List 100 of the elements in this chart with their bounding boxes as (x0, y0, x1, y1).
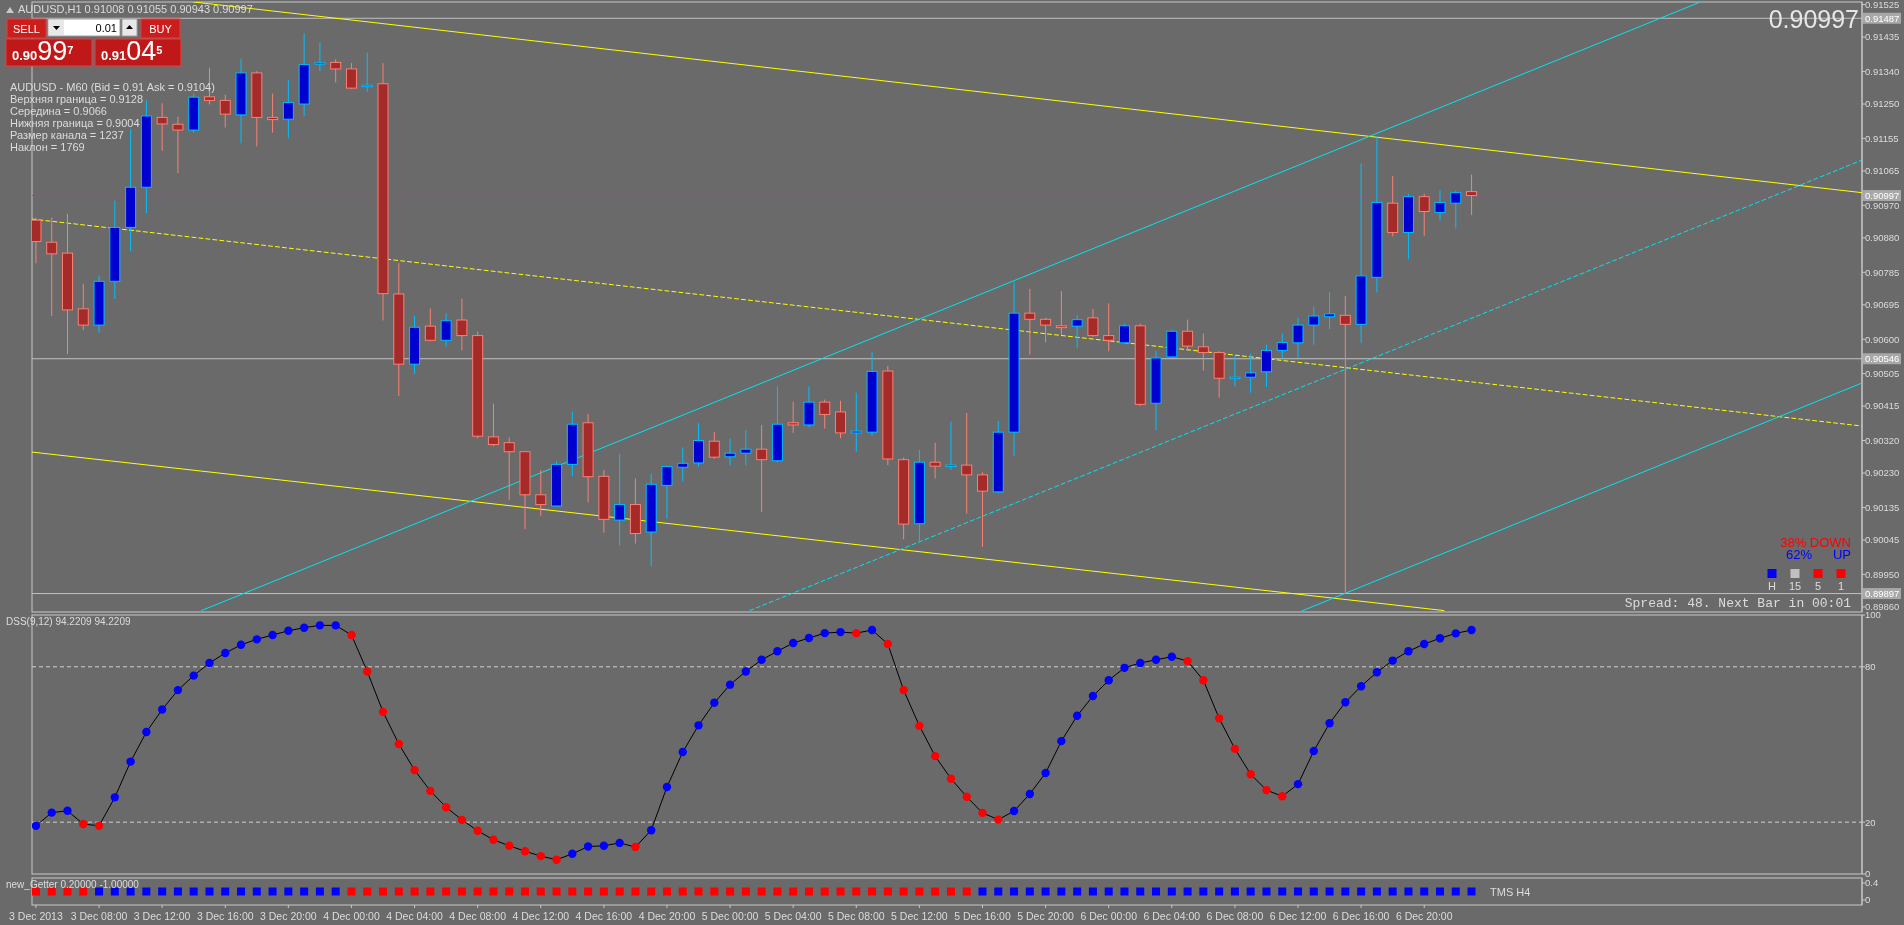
y-tick-label: 0.91435 (1865, 31, 1900, 43)
candlestick (345, 62, 357, 90)
y-tick-label: 0.90135 (1865, 501, 1900, 513)
y-tick-label: 20 (1865, 816, 1876, 828)
candlestick (1260, 344, 1272, 388)
annotation: Верхняя граница = 0.9128 (10, 93, 144, 105)
annotation: TMS H4 (1490, 885, 1531, 898)
x-tick-label: 4 Dec 12:00 (512, 910, 570, 922)
candlestick (535, 469, 547, 517)
y-tick-label: 0.90785 (1865, 266, 1900, 278)
annotation: 1 (1837, 580, 1845, 592)
candlestick (487, 403, 499, 447)
candlestick (1087, 308, 1099, 338)
x-tick-label: 3 Dec 20:00 (260, 910, 317, 922)
x-tick-label: 3 Dec 08:00 (70, 910, 128, 922)
annotation: Размер канала = 1237 (10, 129, 124, 141)
candlestick (267, 93, 279, 134)
ref-line-label: 0.91487 (1865, 12, 1900, 24)
candlestick (1229, 355, 1241, 387)
x-tick-label: 6 Dec 08:00 (1206, 910, 1264, 922)
x-tick-label: 4 Dec 16:00 (575, 910, 633, 922)
x-tick-label: 6 Dec 16:00 (1332, 910, 1390, 922)
candlestick (803, 385, 815, 428)
candlestick (1245, 353, 1257, 394)
x-tick-label: 5 Dec 04:00 (764, 910, 822, 922)
bid-price-box: 0.9099$^{7}$ (5, 36, 93, 67)
y-tick-label: 0.90320 (1865, 434, 1900, 446)
x-tick-label: 4 Dec 04:00 (386, 910, 444, 922)
sell-button: SELL (6, 18, 47, 39)
ref-line-label: 0.90546 (1865, 353, 1900, 365)
candlestick (440, 312, 452, 348)
candlestick (1324, 291, 1336, 330)
x-tick-label: 5 Dec 08:00 (827, 910, 885, 922)
candlestick (661, 465, 673, 520)
candlestick (1292, 317, 1304, 359)
candlestick (929, 442, 941, 479)
x-tick-label: 6 Dec 04:00 (1143, 910, 1201, 922)
y-tick-label: 0.91340 (1865, 65, 1900, 77)
x-tick-label: 4 Dec 00:00 (323, 910, 380, 922)
y-tick-label: 0.91065 (1865, 165, 1900, 177)
x-tick-label: 6 Dec 12:00 (1269, 910, 1327, 922)
annotation: Нижняя граница = 0.9004 (10, 117, 140, 129)
annotation: 0.90997 (1768, 5, 1859, 33)
candlestick (756, 424, 768, 513)
candlestick (330, 58, 342, 83)
candlestick (945, 421, 957, 471)
y-tick-label: 0 (1865, 868, 1871, 880)
candlestick (1182, 319, 1194, 352)
y-tick-label: 0 (1865, 894, 1871, 906)
candlestick (1434, 189, 1446, 222)
y-tick-label: 0.90880 (1865, 232, 1900, 244)
y-tick-label: 0.91155 (1865, 132, 1899, 144)
x-tick-label: 3 Dec 2013 (9, 910, 63, 922)
ask-price-box: 0.9104$^{5}$ (94, 36, 182, 67)
annotation: 5 (1814, 580, 1822, 592)
ref-line-label: 0.90997 (1865, 189, 1900, 201)
candlestick (1418, 193, 1430, 237)
candlestick (1308, 306, 1320, 346)
x-tick-label: 3 Dec 12:00 (133, 910, 191, 922)
y-tick-label: 0.90970 (1865, 199, 1900, 211)
candlestick (282, 79, 294, 139)
candlestick (219, 94, 231, 129)
y-tick-label: 80 (1865, 661, 1876, 673)
y-tick-label: 0.4 (1865, 877, 1879, 889)
candlestick (724, 438, 736, 466)
annotation: 38% DOWN (1780, 535, 1851, 550)
annotation: 0.9099$^{7}$ (12, 36, 74, 66)
candlestick (677, 446, 689, 482)
y-tick-label: 0.90045 (1865, 534, 1900, 546)
candlestick (1118, 323, 1130, 345)
x-tick-label: 5 Dec 20:00 (1017, 910, 1075, 922)
x-tick-label: 6 Dec 20:00 (1395, 910, 1453, 922)
candlestick (503, 437, 515, 501)
candlestick (1055, 290, 1067, 336)
chart-title: new_Getter 0.20000 -1.00000 (6, 879, 140, 890)
annotation: Наклон = 1769 (10, 141, 85, 153)
x-tick-label: 6 Dec 00:00 (1080, 910, 1138, 922)
y-tick-label: 0.90600 (1865, 333, 1900, 345)
annotation: BUY (149, 23, 173, 35)
candlestick (787, 401, 799, 434)
annotation: SELL (13, 23, 40, 35)
candlestick (693, 422, 705, 468)
candlestick (1450, 190, 1462, 229)
y-tick-label: 0.91525 (1865, 0, 1900, 10)
y-tick-label: 0.90230 (1865, 467, 1900, 479)
chart-title: DSS(9,12) 94.2209 94.2209 (6, 616, 131, 627)
x-tick-label: 5 Dec 16:00 (954, 910, 1011, 922)
candlestick (156, 102, 168, 152)
candlestick (1276, 332, 1288, 359)
annotation: 15 (1788, 580, 1802, 592)
candlestick (1071, 314, 1083, 349)
annotation: 62% (1786, 547, 1813, 562)
candlestick (172, 116, 184, 174)
candlestick (850, 392, 862, 453)
y-tick-label: 0.90415 (1865, 400, 1900, 412)
candlestick (1040, 317, 1052, 343)
candlestick (1103, 302, 1115, 352)
candlestick (1339, 295, 1351, 595)
annotation: H (1768, 580, 1777, 592)
candlestick (819, 399, 831, 430)
